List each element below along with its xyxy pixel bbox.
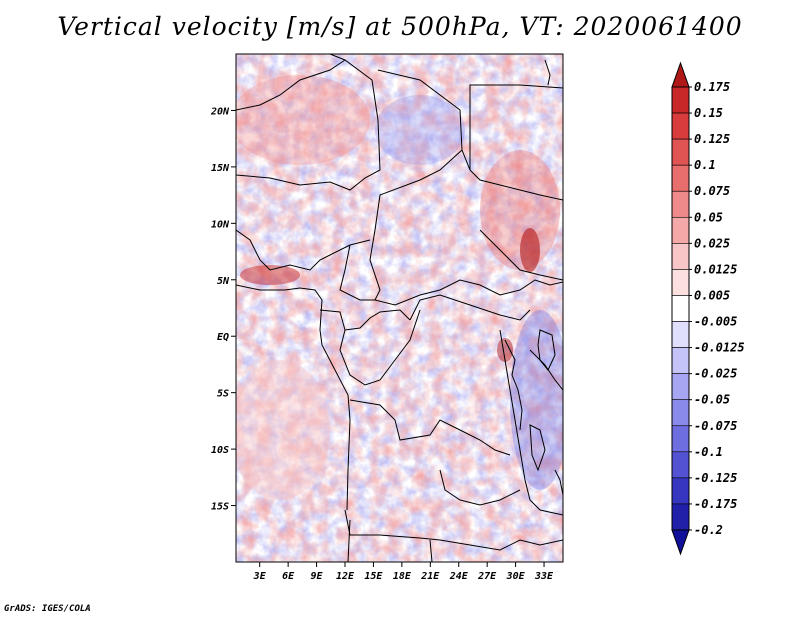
colorbar-top-arrow: [671, 61, 690, 88]
x-tick-label: 15E: [364, 571, 383, 582]
colorbar-segment: [671, 477, 690, 505]
y-tick-label: 15S: [211, 502, 229, 513]
x-tick-label: 24E: [449, 571, 469, 582]
colorbar-label: -0.1: [694, 445, 723, 459]
colorbar-segment: [671, 321, 690, 348]
colorbar-segment: [671, 451, 690, 479]
x-tick-label: 27E: [477, 571, 497, 582]
colorbar-label: 0.0125: [694, 262, 737, 276]
colorbar-segment: [671, 86, 690, 114]
colorbar-segment: [671, 138, 690, 166]
y-tick-label: 15N: [211, 163, 230, 174]
x-tick-label: 9E: [311, 571, 324, 582]
colorbar-label: 0.025: [694, 236, 730, 250]
colorbar-segment: [671, 164, 690, 192]
colorbar-segment: [671, 269, 690, 296]
velocity-field: [236, 54, 563, 562]
colorbar: 0.175 0.15 0.125 0.1 0.075 0.05 0.025 0.0125 0.0…: [671, 61, 745, 556]
colorbar-label: -0.025: [694, 367, 737, 381]
colorbar-frame: [671, 86, 690, 531]
colorbar-label: -0.0125: [694, 341, 745, 355]
x-tick-label: 3E: [253, 571, 267, 582]
x-axis: 3E 6E 9E 12E 15E 18E 21E 24E 27E 30E 33E: [253, 562, 554, 582]
grads-credit: GrADS: IGES/COLA: [4, 604, 91, 614]
colorbar-label: 0.1: [694, 158, 716, 172]
y-tick-label: 5N: [217, 276, 230, 287]
colorbar-segment: [671, 347, 690, 374]
country-borders: [236, 54, 563, 562]
colorbar-segment: [671, 295, 690, 322]
x-tick-label: 18E: [393, 571, 412, 582]
colorbar-segment: [671, 503, 690, 531]
colorbar-segment: [671, 373, 690, 401]
x-tick-label: 33E: [534, 571, 554, 582]
colorbar-label: 0.005: [694, 288, 730, 302]
y-tick-label: 10S: [211, 445, 229, 456]
colorbar-label: 0.125: [694, 132, 730, 146]
colorbar-bottom-arrow: [671, 529, 690, 556]
colorbar-label: -0.175: [694, 497, 737, 511]
colorbar-label: 0.15: [694, 106, 723, 120]
colorbar-segment: [671, 243, 690, 270]
colorbar-segment: [671, 399, 690, 427]
map-frame: [235, 53, 564, 563]
colorbar-label: -0.005: [694, 315, 737, 329]
colorbar-label: 0.175: [694, 80, 730, 94]
colorbar-segment: [671, 190, 690, 218]
x-tick-label: 21E: [420, 571, 440, 582]
colorbar-label: -0.075: [694, 419, 737, 433]
y-tick-label: 5S: [217, 389, 229, 400]
colorbar-label: 0.075: [694, 184, 730, 198]
colorbar-label: -0.05: [694, 393, 730, 407]
x-tick-label: 30E: [506, 571, 526, 582]
colorbar-label: 0.05: [694, 210, 723, 224]
x-tick-label: 6E: [282, 571, 295, 582]
colorbar-segment: [671, 216, 690, 244]
colorbar-segment: [671, 112, 690, 140]
y-tick-label: 10N: [211, 219, 230, 230]
colorbar-segment: [671, 425, 690, 453]
x-tick-label: 12E: [336, 571, 355, 582]
y-tick-label: 20N: [210, 106, 230, 117]
colorbar-label: -0.2: [694, 523, 723, 537]
colorbar-label: -0.125: [694, 471, 737, 485]
chart-title: Vertical velocity [m/s] at 500hPa, VT: 2…: [57, 12, 743, 41]
y-axis: 20N 15N 10N 5N EQ 5S 10S 15S: [210, 106, 236, 513]
y-tick-label: EQ: [217, 332, 229, 343]
